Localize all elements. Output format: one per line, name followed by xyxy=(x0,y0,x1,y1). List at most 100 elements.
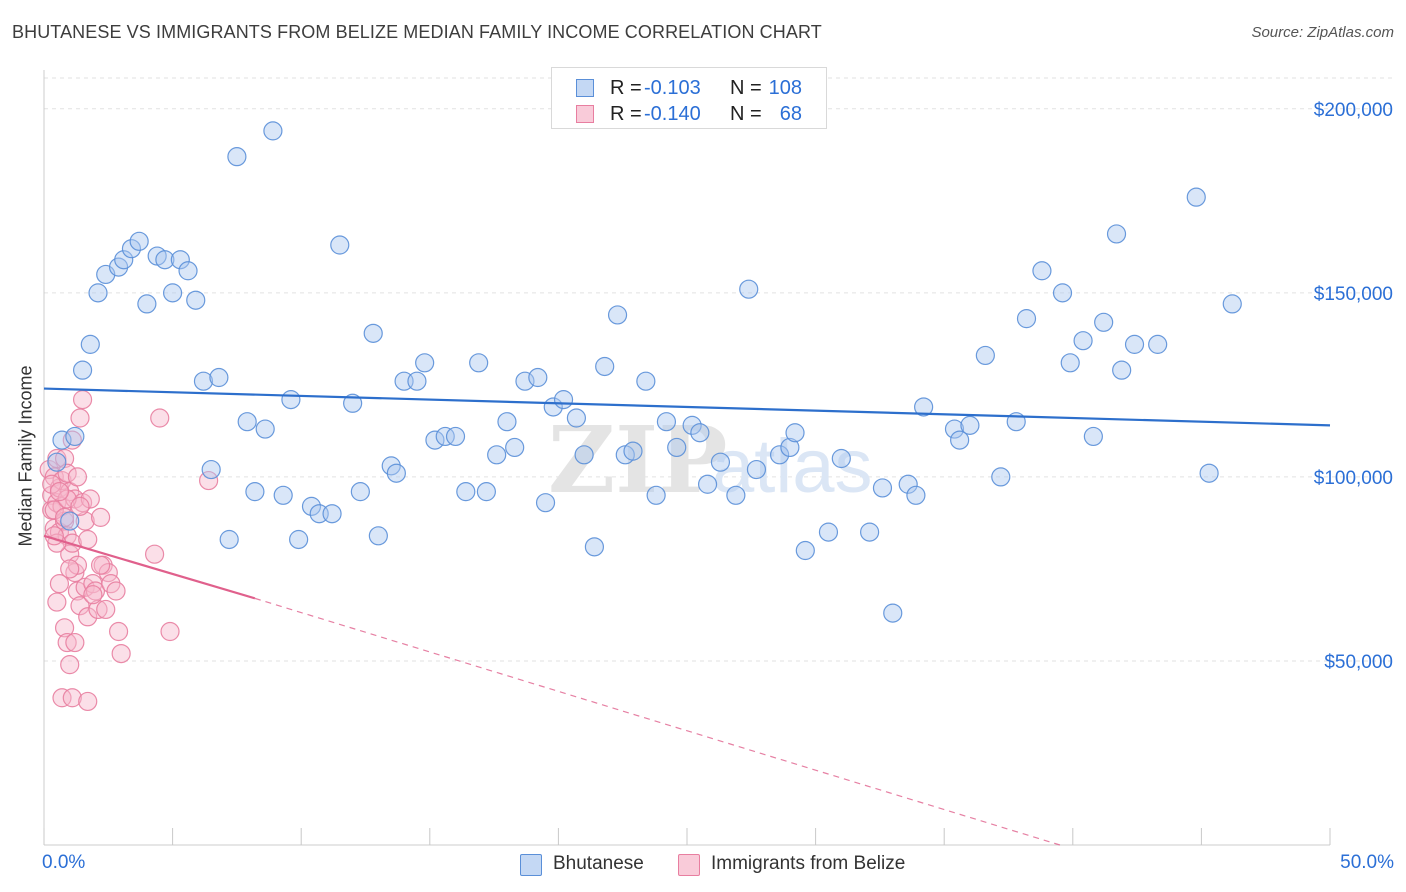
belize-point xyxy=(67,467,88,487)
belize-point xyxy=(60,655,80,675)
y-axis-label: Median Family Income xyxy=(15,365,36,547)
bhutanese-point xyxy=(950,430,970,450)
bhutanese-point xyxy=(209,367,229,388)
source-credit: Source: ZipAtlas.com xyxy=(1251,24,1394,41)
bhutanese-point xyxy=(780,437,800,458)
bhutanese-point xyxy=(72,360,93,380)
belize-point xyxy=(108,621,129,642)
bhutanese-point xyxy=(656,412,677,432)
watermark: ZIP atlas xyxy=(548,406,873,514)
bhutanese-point xyxy=(186,290,206,310)
x-axis-min-label: 0.0% xyxy=(42,852,86,873)
belize-point xyxy=(60,559,80,579)
bottom-legend-label: Bhutanese xyxy=(553,853,644,874)
belize-point xyxy=(70,596,90,616)
y-tick-label: $100,000 xyxy=(1314,468,1393,489)
y-tick-label: $50,000 xyxy=(1324,652,1393,673)
bhutanese-point xyxy=(975,345,995,366)
bhutanese-point xyxy=(52,430,72,450)
legend-row-belize: R = -0.140 N = 68 xyxy=(552,102,826,128)
bhutanese-point xyxy=(1073,331,1093,351)
bhutanese-point xyxy=(415,353,435,373)
bhutanese-point xyxy=(1052,283,1073,303)
bhutanese-points xyxy=(47,121,1242,623)
belize-point xyxy=(44,500,64,520)
bhutanese-point xyxy=(445,426,466,447)
belize-point xyxy=(96,599,116,620)
belize-point xyxy=(106,581,126,601)
belize-point xyxy=(62,688,82,708)
legend-r-label: R = xyxy=(610,103,642,125)
bhutanese-point xyxy=(487,445,507,465)
bhutanese-point xyxy=(1016,309,1037,329)
belize-point xyxy=(90,507,111,527)
axes xyxy=(43,70,1331,846)
belize-point xyxy=(60,544,80,564)
belize-trend-line xyxy=(43,534,256,600)
bhutanese-point xyxy=(991,467,1011,487)
bhutanese-point xyxy=(1032,261,1052,281)
belize-point xyxy=(88,599,108,620)
grid-lines xyxy=(44,77,1392,662)
bhutanese-point xyxy=(155,250,175,270)
bhutanese-point xyxy=(47,452,67,472)
bhutanese-point xyxy=(1106,224,1127,244)
bhutanese-point xyxy=(697,474,718,494)
belize-point xyxy=(80,489,100,509)
belize-point xyxy=(47,493,67,513)
bhutanese-point xyxy=(425,430,445,450)
bhutanese-point xyxy=(435,426,455,447)
bhutanese-point xyxy=(273,485,293,505)
bhutanese-point xyxy=(497,412,517,432)
belize-point xyxy=(144,544,165,564)
bhutanese-point xyxy=(1060,353,1080,373)
bhutanese-point xyxy=(263,121,283,141)
bhutanese-point xyxy=(1112,360,1132,380)
belize-point xyxy=(62,430,82,450)
bhutanese-point xyxy=(646,485,666,505)
bhutanese-point xyxy=(330,235,350,255)
bhutanese-point xyxy=(831,448,851,469)
legend-r-label: R = xyxy=(610,77,642,99)
bhutanese-point xyxy=(906,485,926,505)
bhutanese-point xyxy=(137,294,157,314)
bhutanese-point xyxy=(818,522,839,542)
belize-point xyxy=(70,408,90,428)
belize-point xyxy=(54,507,75,527)
legend-n-label: N = xyxy=(730,103,762,125)
legend-r-value: -0.103 xyxy=(644,77,701,99)
belize-point xyxy=(150,408,170,428)
bhutanese-point xyxy=(301,496,322,516)
bhutanese-point xyxy=(535,493,556,513)
bhutanese-point xyxy=(584,537,605,557)
belize-point xyxy=(111,643,131,664)
bhutanese-point xyxy=(343,393,363,413)
bhutanese-point xyxy=(193,371,214,391)
bhutanese-point xyxy=(129,231,149,251)
bottom-legend-label: Immigrants from Belize xyxy=(711,853,906,874)
bhutanese-point xyxy=(255,419,275,439)
bhutanese-point xyxy=(739,279,759,299)
bhutanese-point xyxy=(1083,426,1103,447)
bhutanese-point xyxy=(245,482,265,502)
bhutanese-point xyxy=(227,147,247,167)
bhutanese-point xyxy=(1148,334,1168,354)
bhutanese-point xyxy=(456,482,476,502)
bhutanese-point xyxy=(170,250,190,270)
bhutanese-trend-line xyxy=(43,387,1331,427)
bhutanese-point xyxy=(769,445,790,465)
bhutanese-point xyxy=(178,261,198,281)
bhutanese-point xyxy=(785,423,805,443)
bhutanese-point xyxy=(515,371,535,391)
bhutanese-point xyxy=(667,437,687,458)
bhutanese-point xyxy=(88,283,108,303)
belize-point xyxy=(160,621,180,642)
belize-point xyxy=(49,574,70,594)
belize-point xyxy=(78,607,98,627)
bhutanese-point xyxy=(386,463,406,483)
bhutanese-point xyxy=(1199,463,1219,483)
belize-point xyxy=(44,526,64,546)
trend-lines xyxy=(43,387,1331,846)
belize-point xyxy=(70,496,90,516)
